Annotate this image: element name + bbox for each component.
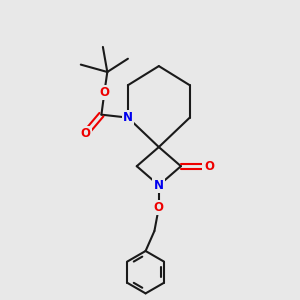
Text: N: N <box>154 179 164 192</box>
Text: N: N <box>123 111 133 124</box>
Text: O: O <box>204 160 214 173</box>
Text: O: O <box>154 201 164 214</box>
Text: O: O <box>99 86 110 99</box>
Text: O: O <box>80 127 90 140</box>
